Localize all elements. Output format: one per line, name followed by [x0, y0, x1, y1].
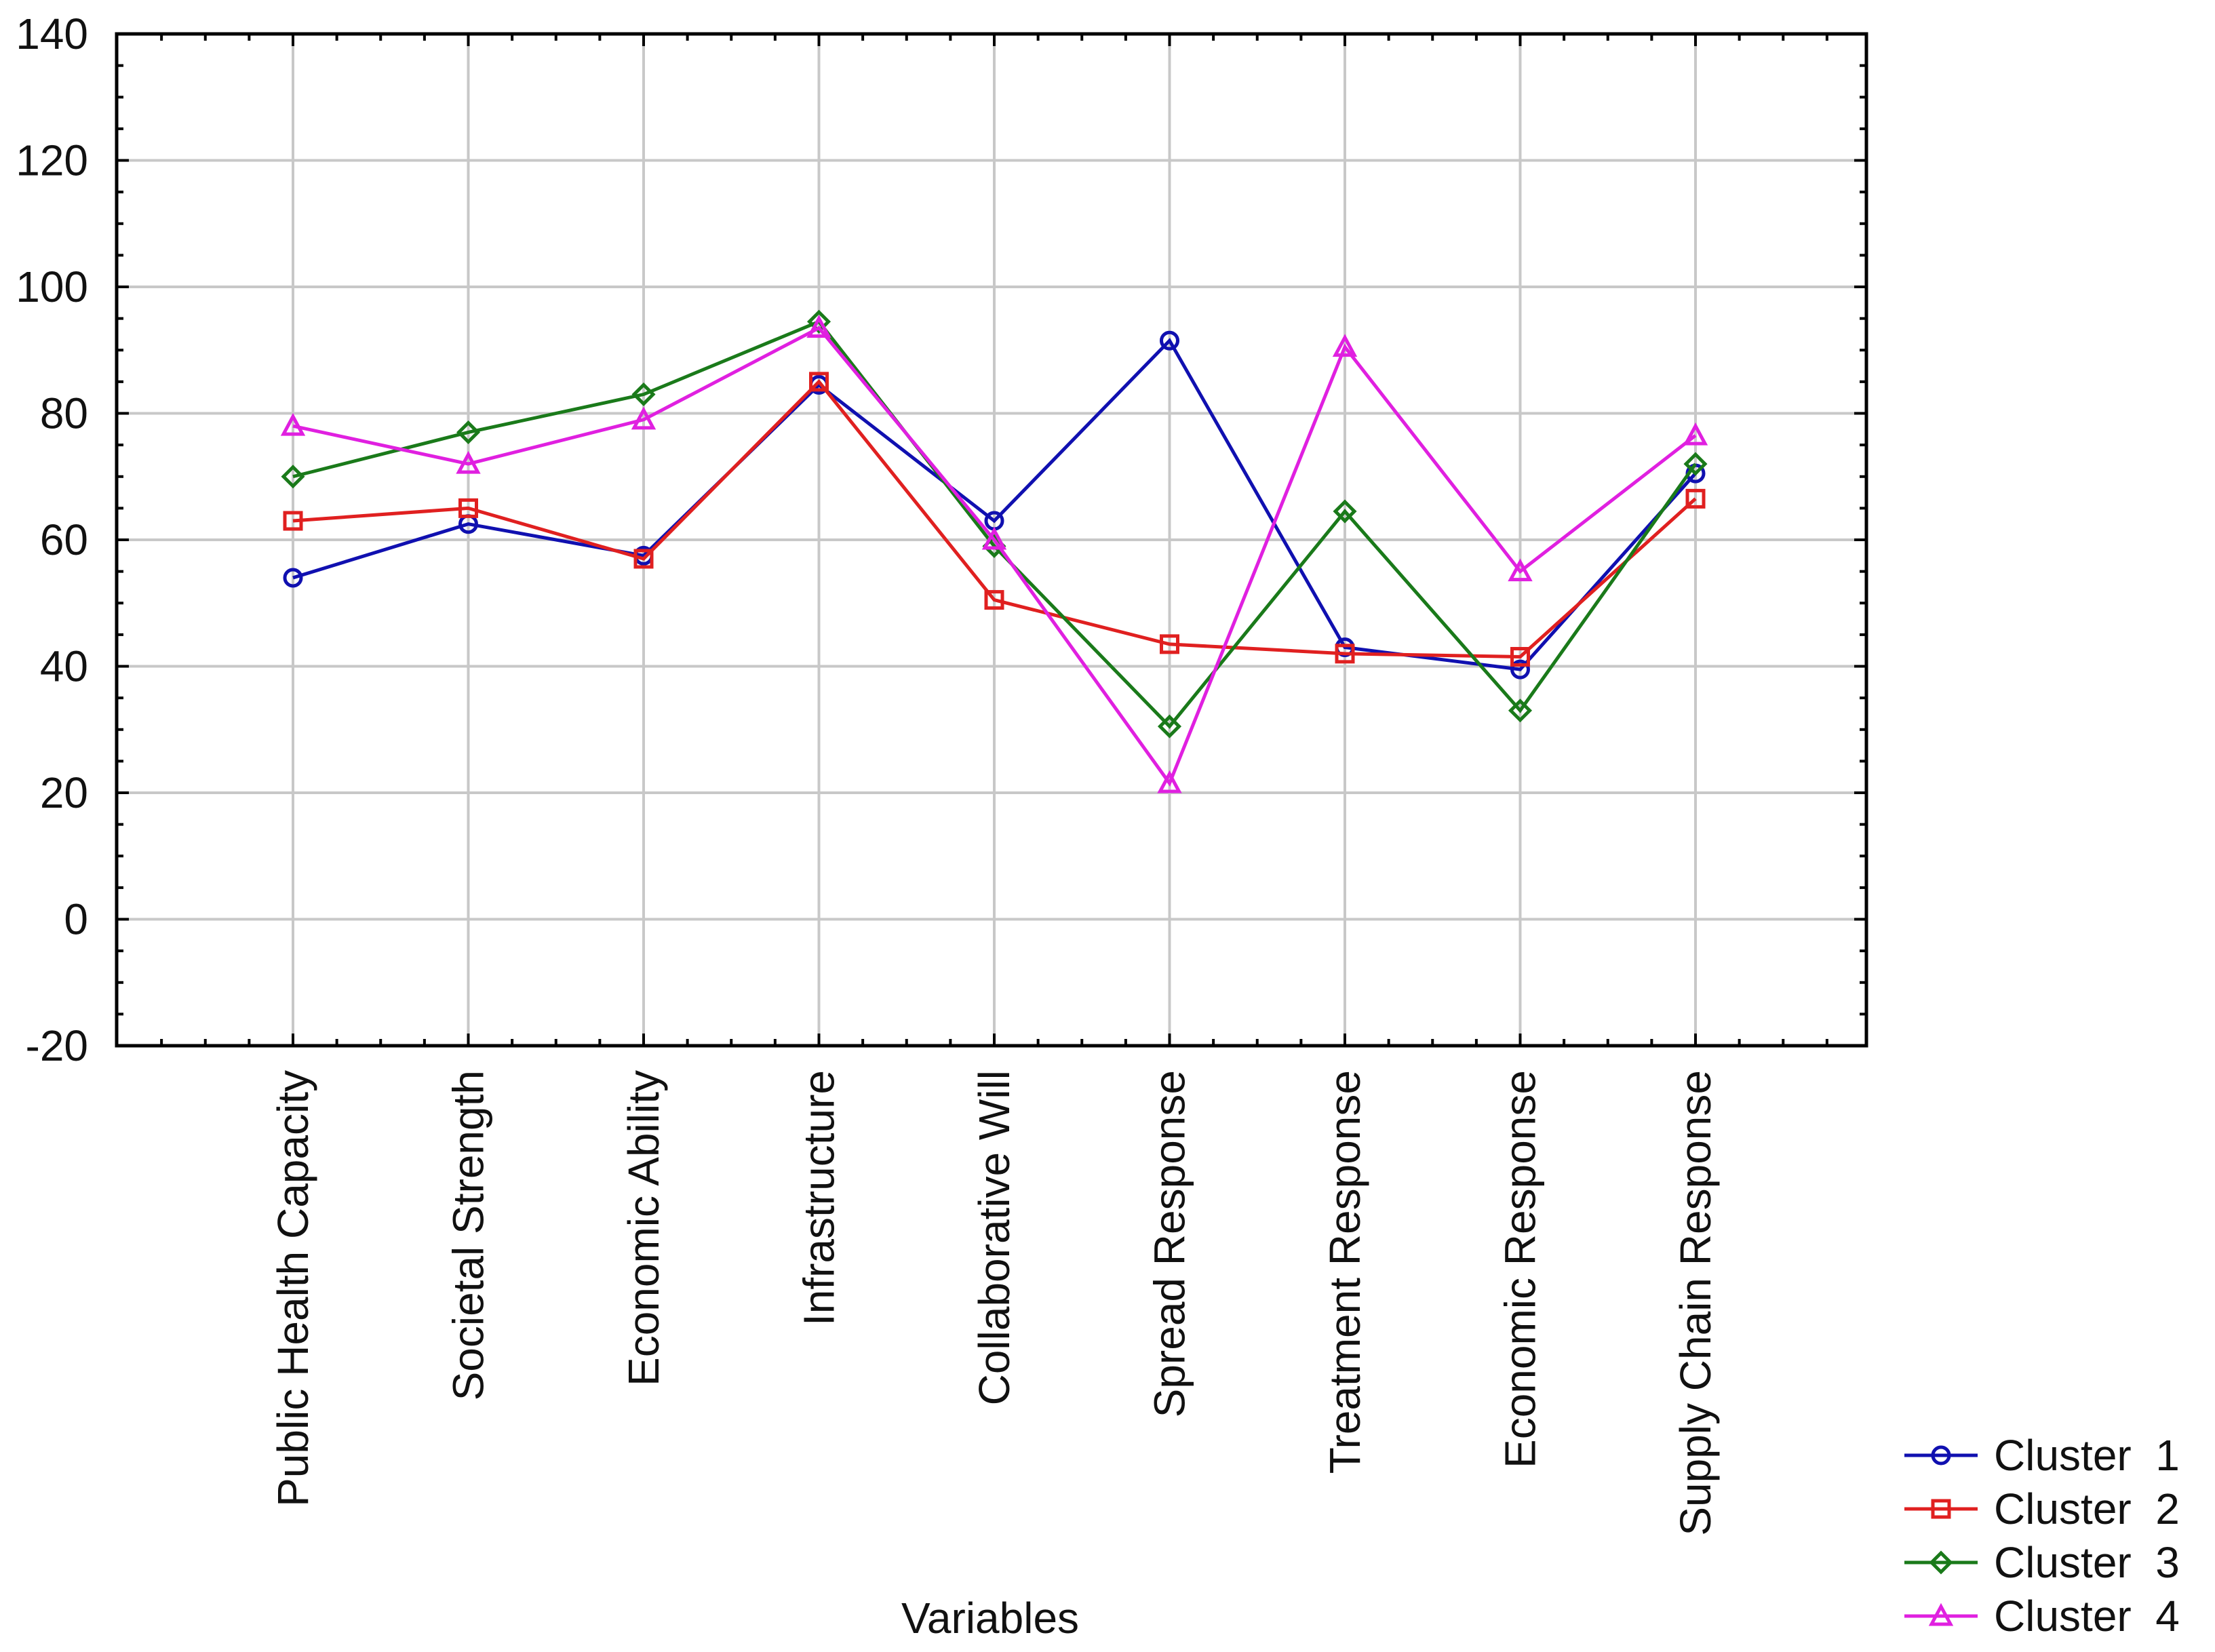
- y-tick-label: 20: [40, 768, 88, 817]
- y-tick-label: 40: [40, 642, 88, 691]
- data-point-cluster-4: [1332, 334, 1358, 357]
- data-point-cluster-4: [280, 412, 306, 436]
- data-point-cluster-4: [1157, 770, 1182, 793]
- x-category-label: Supply Chain Response: [1671, 1070, 1720, 1536]
- data-point-cluster-4: [631, 406, 656, 430]
- y-tick-label: 80: [40, 389, 88, 438]
- data-point-cluster-4: [1508, 558, 1533, 582]
- data-point-cluster-3: [806, 309, 831, 334]
- y-tick-label: -20: [26, 1021, 89, 1070]
- x-category-label: Economic Ability: [619, 1070, 668, 1386]
- data-point-cluster-3: [1157, 714, 1182, 739]
- legend-label: Cluster 2: [1994, 1484, 2180, 1533]
- legend-marker: [1931, 1499, 1951, 1519]
- legend-label: Cluster 1: [1994, 1431, 2180, 1480]
- series-cluster-3: [281, 309, 1708, 739]
- y-tick-label: 60: [40, 515, 88, 564]
- data-point-cluster-4: [981, 526, 1007, 550]
- series-line-cluster-2: [292, 379, 1697, 659]
- x-category-label: Public Health Capacity: [269, 1070, 317, 1507]
- y-tick-label: 0: [64, 895, 88, 944]
- x-category-label: Collaborative Will: [970, 1070, 1019, 1405]
- series-layer: [280, 309, 1708, 793]
- legend-label: Cluster 3: [1994, 1538, 2180, 1587]
- data-point-cluster-3: [456, 420, 481, 445]
- legend-marker: [1928, 1602, 1954, 1626]
- legend-entry-cluster-1: Cluster 1: [1904, 1431, 2180, 1480]
- data-point-cluster-2: [1335, 644, 1355, 664]
- x-category-label: Infrastructure: [795, 1070, 844, 1326]
- data-point-cluster-2: [1510, 647, 1530, 667]
- data-point-cluster-1: [283, 568, 303, 588]
- data-point-cluster-2: [1160, 634, 1179, 654]
- grid-layer: [117, 34, 1866, 1046]
- data-point-cluster-2: [283, 511, 303, 531]
- data-point-cluster-3: [631, 382, 656, 407]
- y-tick-labels: -20 0 20 40 60 80 100 120 140: [16, 9, 88, 1070]
- plot-frame: [115, 32, 1868, 1048]
- legend-entry-cluster-4: Cluster 4: [1904, 1592, 2180, 1640]
- data-point-cluster-3: [1508, 699, 1533, 723]
- data-point-cluster-4: [1683, 422, 1708, 446]
- x-category-label: Treatment Response: [1320, 1070, 1369, 1474]
- y-tick-label: 120: [16, 136, 88, 185]
- series-cluster-2: [283, 372, 1706, 667]
- data-point-cluster-3: [1333, 499, 1357, 524]
- data-point-cluster-3: [281, 465, 305, 489]
- data-point-cluster-2: [458, 498, 478, 518]
- x-axis-title: Variables: [901, 1594, 1079, 1643]
- y-tick-label: 140: [16, 9, 88, 58]
- legend-label: Cluster 4: [1994, 1592, 2180, 1640]
- data-point-cluster-4: [456, 450, 481, 474]
- x-category-labels: Public Health Capacity Societal Strength E…: [269, 1070, 1720, 1536]
- x-category-label: Economic Response: [1496, 1070, 1545, 1468]
- data-point-cluster-2: [809, 372, 829, 392]
- series-line-cluster-3: [292, 319, 1698, 729]
- legend-entry-cluster-2: Cluster 2: [1904, 1484, 2180, 1533]
- x-category-label: Spread Response: [1145, 1070, 1194, 1417]
- data-point-cluster-2: [633, 549, 654, 569]
- series-line-cluster-4: [292, 326, 1697, 787]
- data-point-cluster-1: [1510, 659, 1530, 680]
- series-line-cluster-1: [292, 338, 1697, 671]
- data-point-cluster-1: [1160, 330, 1179, 351]
- data-point-cluster-2: [1685, 488, 1706, 509]
- x-category-label: Societal Strength: [444, 1070, 493, 1400]
- y-tick-label: 100: [16, 262, 88, 311]
- series-cluster-4: [280, 315, 1708, 793]
- data-point-cluster-2: [984, 590, 1004, 610]
- data-point-cluster-3: [1683, 452, 1708, 476]
- legend-marker: [1929, 1550, 1953, 1575]
- data-point-cluster-4: [806, 315, 831, 338]
- legend-marker: [1931, 1445, 1951, 1466]
- legend-entry-cluster-3: Cluster 3: [1904, 1538, 2180, 1587]
